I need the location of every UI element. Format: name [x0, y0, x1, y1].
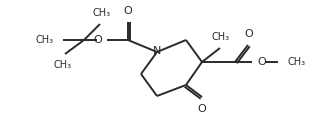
Text: O: O — [93, 35, 102, 45]
Text: CH₃: CH₃ — [54, 60, 72, 70]
Text: O: O — [198, 104, 206, 114]
Text: N: N — [153, 46, 161, 56]
Text: O: O — [257, 57, 266, 67]
Text: CH₃: CH₃ — [36, 35, 54, 45]
Text: CH₃: CH₃ — [287, 57, 305, 67]
Text: O: O — [124, 6, 132, 16]
Text: O: O — [245, 29, 253, 39]
Text: CH₃: CH₃ — [212, 32, 230, 42]
Text: CH₃: CH₃ — [93, 8, 111, 18]
